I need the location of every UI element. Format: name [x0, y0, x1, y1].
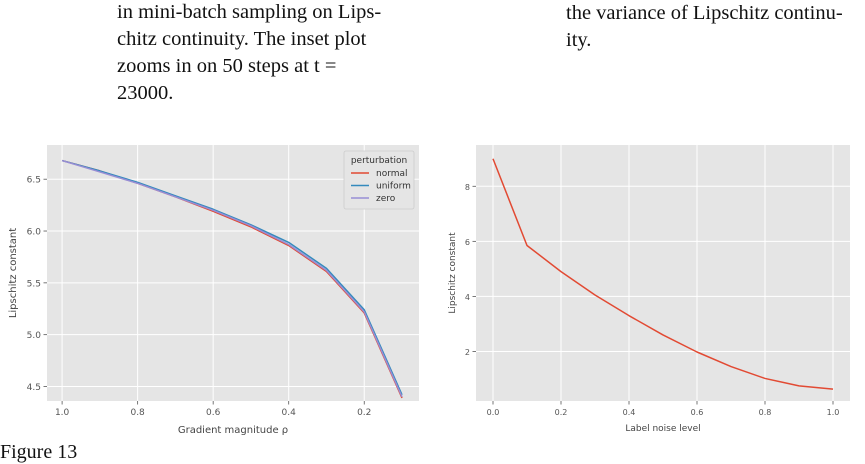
- caption-line: in mini-batch sampling on Lips-: [117, 1, 382, 23]
- x-tick-label: 1.0: [55, 408, 70, 418]
- y-tick-label: 2: [465, 348, 470, 357]
- y-tick-label: 5.5: [27, 279, 41, 289]
- y-axis-label: Lipschitz constant: [448, 232, 458, 314]
- caption-line: zooms in on 50 steps at t =: [117, 55, 337, 77]
- y-tick-label: 5.0: [27, 331, 42, 341]
- x-tick-label: 0.4: [623, 408, 636, 417]
- x-tick-label: 0.2: [555, 408, 568, 417]
- plot-area: [476, 145, 850, 401]
- caption-line: the variance of Lipschitz continu-: [566, 2, 843, 24]
- legend-box: [343, 150, 415, 210]
- x-tick-label: 0.2: [357, 408, 371, 418]
- x-axis-label: Gradient magnitude ρ: [178, 425, 288, 436]
- series-line-zero: [61, 159, 403, 398]
- figure-label: Figure 13: [0, 441, 78, 463]
- gradient-magnitude-chart-svg: 1.0 0.8 0.6 0.4 0.2 4.5 5.0 5.5 6.0 6.5 Gradient m…: [8, 145, 419, 436]
- y-tick-label: 6.0: [27, 228, 42, 238]
- x-tick-label: 0.8: [130, 408, 145, 418]
- y-tick-label: 4: [465, 293, 470, 302]
- caption-line: chitz continuity. The inset plot: [117, 28, 367, 50]
- right-figure-caption: the variance of Lipschitz continu- ity.: [566, 0, 843, 54]
- x-tick-label: 0.6: [206, 408, 221, 418]
- y-tick-label: 6.5: [27, 176, 41, 186]
- legend-label: uniform: [376, 182, 411, 192]
- caption-line: ity.: [566, 29, 592, 51]
- legend-title: perturbation: [351, 156, 407, 166]
- y-tick-label: 6: [465, 238, 470, 247]
- x-tick-label: 0.6: [691, 408, 704, 417]
- legend-label: zero: [376, 194, 396, 204]
- x-axis-label: Label noise level: [625, 424, 700, 434]
- left-figure-caption: in mini-batch sampling on Lips- chitz co…: [117, 0, 402, 107]
- x-tick-label: 1.0: [827, 408, 840, 417]
- label-noise-chart-svg: 0.0 0.2 0.4 0.6 0.8 1.0 2 4 6 8 Label noise level L…: [448, 145, 850, 434]
- series-line-series-0: [492, 158, 834, 390]
- y-axis-label: Lipschitz constant: [8, 228, 19, 318]
- x-tick-label: 0.4: [282, 408, 297, 418]
- x-tick-label: 0.0: [487, 408, 500, 417]
- gradient-magnitude-chart: 1.0 0.8 0.6 0.4 0.2 4.5 5.0 5.5 6.0 6.5 Gradient m…: [0, 138, 425, 443]
- label-noise-chart: 0.0 0.2 0.4 0.6 0.8 1.0 2 4 6 8 Label noise level L…: [440, 138, 865, 443]
- legend-label: normal: [376, 169, 408, 179]
- x-tick-label: 0.8: [759, 408, 772, 417]
- y-tick-label: 8: [465, 183, 470, 192]
- caption-line: 23000.: [117, 82, 174, 104]
- y-tick-label: 4.5: [27, 383, 41, 393]
- series-line-uniform: [61, 159, 403, 396]
